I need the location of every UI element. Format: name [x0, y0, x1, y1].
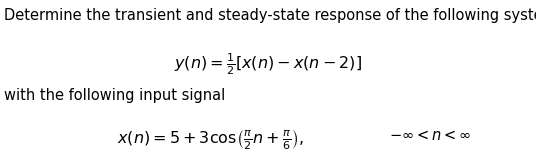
Text: with the following input signal: with the following input signal — [4, 88, 225, 103]
Text: $y(n) = \frac{1}{2}[x(n) - x(n-2)]$: $y(n) = \frac{1}{2}[x(n) - x(n-2)]$ — [174, 51, 362, 77]
Text: $x(n) = 5 + 3\mathrm{cos}\left(\frac{\pi}{2}n + \frac{\pi}{6}\right),$: $x(n) = 5 + 3\mathrm{cos}\left(\frac{\pi… — [117, 128, 303, 152]
Text: Determine the transient and steady-state response of the following system,: Determine the transient and steady-state… — [4, 8, 536, 23]
Text: $-\infty < n < \infty$: $-\infty < n < \infty$ — [389, 128, 471, 143]
